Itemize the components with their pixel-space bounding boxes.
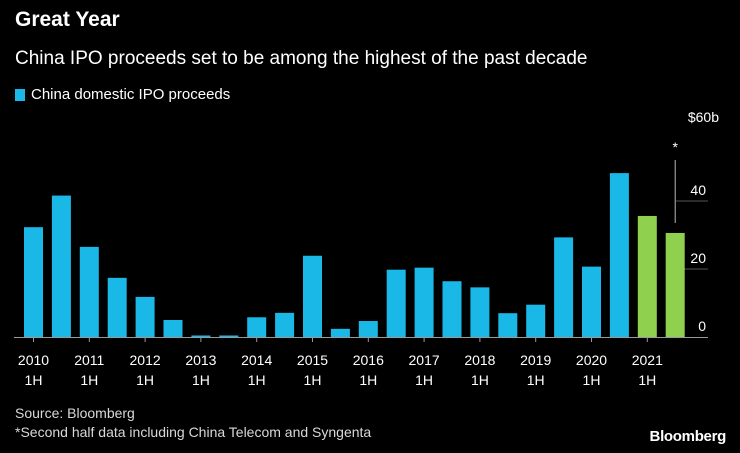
bar [554,237,574,337]
x-tick-label-half: 1H [583,372,601,388]
bar [637,215,657,337]
bar [163,320,183,337]
x-tick-label-half: 1H [471,372,489,388]
x-tick-label-year: 2019 [520,352,551,368]
y-top-label: $60b [688,109,719,125]
x-tick-label-year: 2015 [297,352,328,368]
bar [609,173,629,337]
bar [303,255,322,337]
x-tick-label-year: 2018 [464,352,495,368]
x-tick-label-half: 1H [638,372,656,388]
bloomberg-logo: Bloomberg [649,428,727,445]
legend-label: China domestic IPO proceeds [31,86,231,103]
bar [24,227,43,337]
x-tick-label-year: 2013 [185,352,216,368]
y-tick-label: 0 [698,318,706,334]
bar [498,313,518,337]
x-tick-label-half: 1H [25,372,43,388]
bar [275,312,295,337]
bar-chart: 0 20 40 $60b * 2010 1H 2011 1H 2012 1H 2013 1H 2014 1H… [14,109,719,388]
x-tick-label-half: 1H [136,372,154,388]
legend: China domestic IPO proceeds [15,86,230,103]
bar [358,321,378,337]
x-tick-label-year: 2010 [18,352,49,368]
bar [470,287,490,337]
x-tick-label-half: 1H [192,372,210,388]
legend-swatch [15,88,25,101]
bar [665,232,685,337]
y-tick-label: 20 [690,250,706,266]
annotation-marker: * [672,139,678,155]
x-tick-label-half: 1H [415,372,433,388]
bar [51,195,71,337]
x-tick-label-year: 2011 [74,352,104,368]
footnote: *Second half data including China Teleco… [15,424,372,440]
x-tick-label-year: 2020 [576,352,607,368]
source-note: Source: Bloomberg [15,405,135,421]
y-tick-label: 40 [690,182,706,198]
x-tick-label-year: 2017 [409,352,440,368]
x-tick-label-year: 2021 [632,352,663,368]
x-tick-label-year: 2016 [353,352,384,368]
bar [191,335,211,337]
bar [442,281,462,337]
bar [386,269,406,337]
x-tick-label-year: 2014 [241,352,272,368]
bar [330,328,350,337]
x-tick-label-half: 1H [527,372,545,388]
chart-title: Great Year [15,8,120,31]
bar [107,277,127,337]
bar [582,266,601,337]
bar [414,267,434,337]
bar [247,317,267,337]
bar [526,304,546,337]
chart-subtitle: China IPO proceeds set to be among the h… [15,48,588,69]
x-tick-label-half: 1H [359,372,377,388]
x-tick-label-half: 1H [304,372,322,388]
x-tick-label-half: 1H [248,372,266,388]
bar [219,335,239,337]
x-tick-label-half: 1H [80,372,98,388]
x-tick-label-year: 2012 [130,352,161,368]
bar [135,296,155,337]
bar [79,246,99,337]
